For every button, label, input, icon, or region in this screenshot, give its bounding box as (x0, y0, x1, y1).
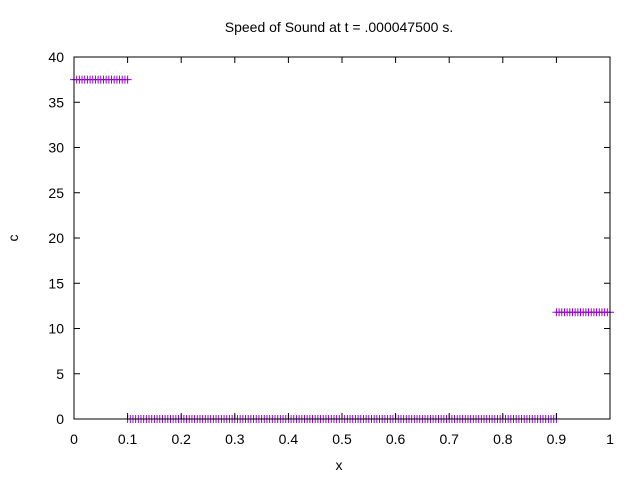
y-tick-label: 5 (56, 366, 64, 382)
x-tick-label: 1 (606, 431, 614, 447)
x-tick-label: 0.7 (439, 431, 459, 447)
x-tick-label: 0.8 (493, 431, 513, 447)
y-tick-label: 40 (48, 49, 64, 65)
y-tick-label: 15 (48, 275, 64, 291)
x-tick-label: 0.4 (279, 431, 299, 447)
y-tick-label: 20 (48, 230, 64, 246)
y-tick-label: 0 (56, 411, 64, 427)
x-axis-label: x (336, 457, 343, 473)
x-tick-label: 0 (70, 431, 78, 447)
x-tick-label: 0.9 (547, 431, 567, 447)
x-tick-label: 0.3 (225, 431, 245, 447)
y-tick-label: 30 (48, 140, 64, 156)
x-tick-label: 0.6 (386, 431, 406, 447)
x-tick-label: 0.1 (118, 431, 138, 447)
plot-frame (73, 56, 611, 420)
y-axis: 0 5 10 15 20 25 30 35 40 (48, 49, 610, 427)
x-axis: 0 0.1 0.2 0.3 0.4 0.5 0.6 0.7 0.8 0.9 1 (70, 57, 614, 447)
y-axis-label: c (5, 235, 21, 242)
y-tick-label: 25 (48, 185, 64, 201)
data-point (123, 75, 132, 84)
chart-title: Speed of Sound at t = .000047500 s. (225, 19, 453, 35)
y-tick-label: 35 (48, 94, 64, 110)
y-tick-label: 10 (48, 321, 64, 337)
x-tick-label: 0.2 (171, 431, 191, 447)
data-points (70, 75, 614, 423)
x-tick-label: 0.5 (332, 431, 352, 447)
